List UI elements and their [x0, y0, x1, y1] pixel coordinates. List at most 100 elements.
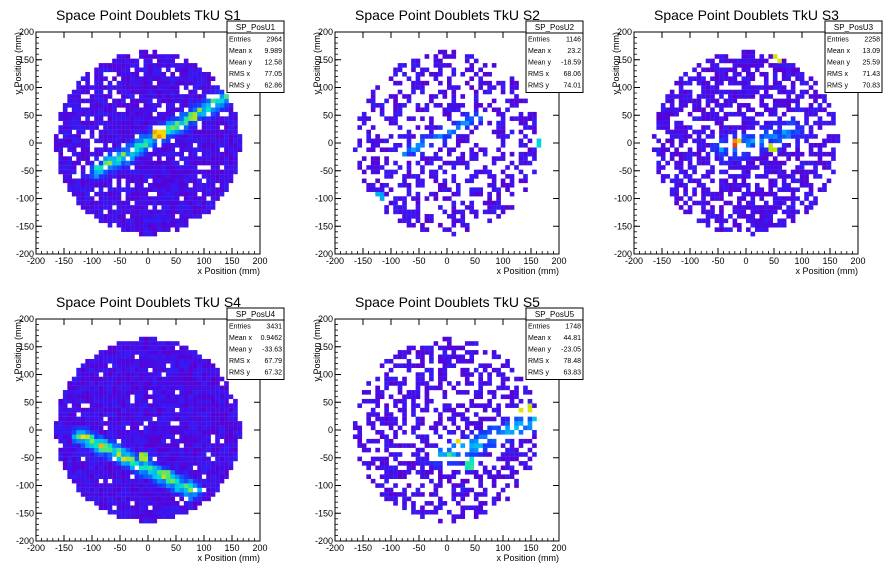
heatmap-cell [94, 209, 99, 215]
heatmap-cell [215, 461, 220, 466]
heatmap-cell [532, 111, 537, 117]
heatmap-cell [156, 214, 162, 219]
heatmap-cell [790, 89, 796, 95]
heatmap-cell [179, 381, 184, 386]
heatmap-cell [116, 407, 122, 413]
heatmap-cell [134, 218, 140, 224]
heatmap-cell [80, 416, 86, 422]
heatmap-cell [795, 103, 800, 108]
heatmap-cell [473, 425, 479, 431]
heatmap-cell [188, 80, 193, 86]
x-tick-label: 100 [196, 543, 211, 553]
heatmap-cell [473, 390, 479, 395]
heatmap-cell [156, 443, 162, 448]
heatmap-cell [460, 496, 466, 502]
heatmap-cell [219, 407, 225, 413]
heatmap-cell [148, 120, 153, 126]
heatmap-cell [125, 456, 131, 462]
heatmap-cell [94, 120, 99, 126]
heatmap-cell [795, 120, 800, 126]
heatmap-cell [80, 191, 86, 197]
heatmap-cell [161, 376, 167, 382]
heatmap-cell [116, 363, 122, 368]
heatmap-cell [451, 421, 457, 426]
heatmap-cell [107, 218, 113, 224]
heatmap-cell [500, 205, 506, 210]
heatmap-cell [732, 218, 738, 224]
heatmap-cell [156, 222, 162, 228]
heatmap-cell [433, 76, 439, 81]
heatmap-cell [139, 514, 144, 519]
heatmap-cell [116, 425, 122, 431]
heatmap-cell [678, 182, 684, 188]
heatmap-cell [746, 205, 751, 210]
heatmap-cell [94, 182, 99, 188]
heatmap-cell [116, 509, 122, 515]
heatmap-cell [103, 398, 108, 404]
heatmap-cell [125, 483, 131, 488]
heatmap-cell [71, 452, 77, 457]
heatmap-cell [473, 94, 479, 99]
heatmap-cell [107, 85, 113, 90]
heatmap-cell [197, 85, 202, 90]
heatmap-cell [148, 103, 153, 108]
heatmap-cell [179, 394, 184, 400]
heatmap-cell [170, 116, 176, 121]
heatmap-cell [714, 80, 720, 86]
heatmap-cell [71, 416, 77, 422]
heatmap-cell [228, 174, 234, 179]
heatmap-cell [156, 350, 162, 355]
heatmap-cell [696, 76, 702, 81]
heatmap-cell [741, 111, 747, 117]
heatmap-cell [388, 134, 394, 139]
heatmap-cell [442, 196, 448, 201]
heatmap-cell [143, 178, 149, 184]
heatmap-cell [98, 151, 104, 157]
heatmap-cell [179, 354, 184, 360]
heatmap-cell [107, 501, 113, 506]
heatmap-cell [152, 487, 158, 493]
heatmap-cell [179, 456, 184, 462]
heatmap-cell [156, 438, 162, 444]
heatmap-cell [402, 474, 407, 479]
heatmap-cell [85, 474, 90, 479]
heatmap-cell [478, 67, 483, 73]
heatmap-cell [206, 200, 211, 206]
heatmap-cell [206, 76, 211, 81]
heatmap-cell [210, 174, 216, 179]
heatmap-cell [89, 385, 95, 391]
heatmap-cell [215, 478, 220, 484]
heatmap-cell [433, 505, 439, 511]
heatmap-cell [161, 443, 167, 448]
heatmap-cell [442, 63, 448, 68]
heatmap-cell [206, 372, 211, 377]
heatmap-cell [518, 111, 524, 117]
heatmap-cell [433, 103, 439, 108]
heatmap-cell [121, 372, 126, 377]
heatmap-cell [723, 151, 729, 157]
heatmap-cell [107, 107, 113, 113]
heatmap-cell [170, 134, 176, 139]
stats-label: Entries [229, 37, 251, 44]
heatmap-cell [728, 165, 733, 170]
heatmap-cell [62, 390, 68, 395]
heatmap-cell [215, 147, 220, 153]
heatmap-cell [188, 111, 193, 117]
heatmap-cell [215, 191, 220, 197]
heatmap-cell [165, 496, 171, 502]
heatmap-cell [665, 147, 670, 153]
heatmap-cell [116, 505, 122, 511]
heatmap-cell [464, 205, 470, 210]
heatmap-cell [161, 456, 167, 462]
heatmap-cell [116, 492, 122, 497]
heatmap-cell [206, 474, 211, 479]
heatmap-cell [482, 487, 488, 493]
heatmap-cell [107, 151, 113, 157]
heatmap-cell [518, 143, 524, 148]
heatmap-cell [165, 89, 171, 95]
heatmap-cell [116, 120, 122, 126]
heatmap-cell [80, 372, 86, 377]
chart-title: Space Point Doublets TkU S3 [654, 7, 839, 23]
heatmap-cell [379, 474, 385, 479]
heatmap-cell [143, 196, 149, 201]
